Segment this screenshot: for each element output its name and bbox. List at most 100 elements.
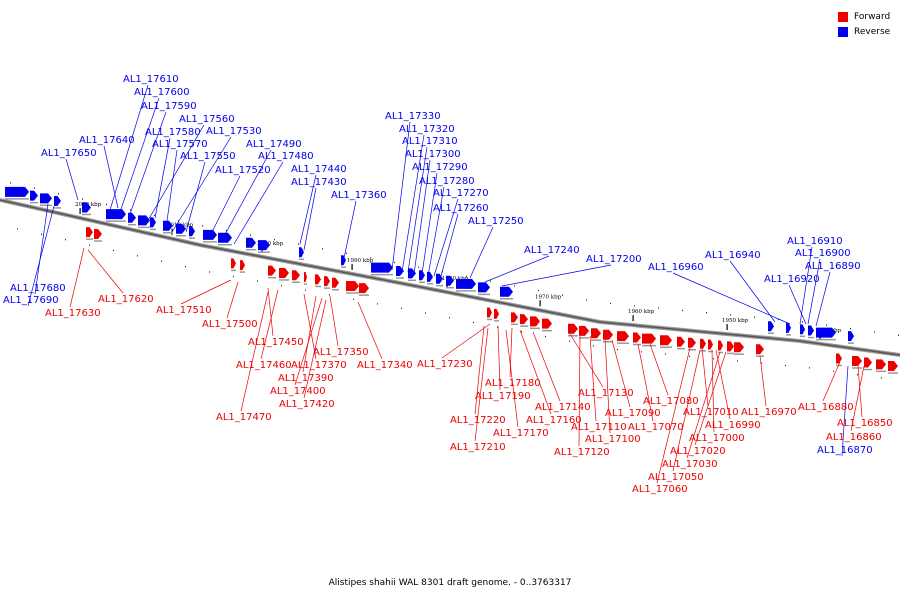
forward-gene-label: AL1_17190 [475,391,531,402]
forward-label-leader [294,297,323,386]
minor-tick [377,303,378,305]
forward-label-leader [260,289,279,360]
forward-gene-label: AL1_17140 [535,402,591,413]
minor-tick [730,314,731,316]
reverse-label-leader [401,134,425,273]
reverse-gene-label: AL1_17590 [141,101,197,112]
forward-gene-label: AL1_17500 [202,319,258,330]
reverse-label-leader [729,260,776,323]
reverse-gene-label: AL1_16870 [817,445,873,456]
minor-tick [850,328,851,330]
minor-tick [394,261,395,264]
reverse-gene-label: AL1_17320 [399,124,455,135]
minor-tick [250,234,251,236]
forward-gene-label: AL1_17390 [278,373,334,384]
forward-label-leader [226,281,239,319]
reverse-gene-arrow [371,262,393,273]
minor-tick [617,348,618,351]
reverse-label-leader [185,161,206,233]
forward-gene-label: AL1_17100 [585,434,641,445]
forward-gene-arrow [324,276,330,287]
forward-gene-arrow [231,258,236,269]
forward-gene-label: AL1_16990 [705,420,761,431]
reverse-gene-arrow [408,268,416,279]
minor-tick [425,312,426,314]
forward-gene-label: AL1_17450 [248,337,304,348]
reverse-label-leader [209,175,241,237]
reverse-gene-arrow [128,212,136,223]
forward-label-leader [759,355,767,407]
minor-tick [809,367,810,369]
reverse-gene-arrow [218,232,232,243]
forward-gene-label: AL1_17210 [450,442,506,453]
reverse-label-leader [303,187,317,251]
forward-gene-arrow [864,357,872,368]
minor-tick [881,377,882,379]
reverse-label-leader [34,203,49,295]
reverse-gene-label: AL1_17260 [433,203,489,214]
forward-label-leader [519,329,552,415]
tick-label: 1970 kbp [535,294,562,300]
forward-label-leader [505,329,519,428]
reverse-gene-arrow [299,247,304,258]
minor-tick [689,355,690,357]
minor-tick [89,244,90,246]
minor-tick [178,220,179,222]
reverse-gene-label: AL1_16960 [648,262,704,273]
minor-tick [658,307,659,309]
legend-reverse-label: Reverse [854,26,891,37]
forward-gene-arrow [836,353,842,364]
minor-tick [17,228,18,230]
minor-tick [113,249,114,252]
reverse-gene-label: AL1_17200 [586,254,642,265]
minor-tick [41,233,42,235]
reverse-label-leader [799,246,813,325]
reverse-gene-arrow [40,193,52,204]
forward-label-leader [694,351,727,446]
forward-label-leader [267,287,274,337]
forward-label-leader [569,333,604,388]
forward-gene-label: AL1_17510 [156,305,212,316]
minor-tick [514,285,515,287]
reverse-gene-label: AL1_17640 [79,135,135,146]
forward-gene-label: AL1_16850 [837,418,893,429]
reverse-gene-arrow [446,275,454,286]
reverse-label-leader [672,272,791,325]
reverse-gene-arrow [189,226,195,237]
forward-gene-label: AL1_17470 [216,412,272,423]
forward-gene-label: AL1_17420 [279,399,335,410]
minor-tick [497,326,498,328]
reverse-gene-arrow [82,202,91,213]
legend-forward: Forward [838,9,890,24]
minor-tick [785,364,786,367]
legend-reverse: Reverse [838,24,890,39]
legend-forward-label: Forward [854,11,891,22]
forward-gene-arrow [734,342,744,353]
reverse-label-leader [119,97,160,213]
minor-tick [754,316,755,318]
minor-tick [898,334,899,336]
forward-gene-arrow [86,227,93,238]
forward-label-leader [589,335,597,422]
reverse-label-leader [841,365,849,457]
reverse-gene-label: AL1_17250 [468,216,524,227]
tick-label: 1960 kbp [628,309,655,315]
minor-tick [202,225,203,227]
minor-tick [874,331,875,333]
reverse-gene-arrow [30,190,38,201]
forward-label-leader [329,295,339,347]
minor-tick [682,309,683,311]
minor-tick [418,266,419,268]
forward-label-leader [180,279,232,305]
forward-gene-arrow [332,277,339,288]
forward-gene-label: AL1_17630 [45,308,101,319]
forward-gene-arrow [279,267,289,278]
forward-label-leader [857,365,863,418]
forward-label-leader [69,247,85,308]
reverse-label-leader [27,205,55,307]
minor-tick [329,294,330,296]
reverse-label-leader [65,158,79,201]
minor-tick [802,321,803,323]
forward-gene-arrow [660,335,672,346]
